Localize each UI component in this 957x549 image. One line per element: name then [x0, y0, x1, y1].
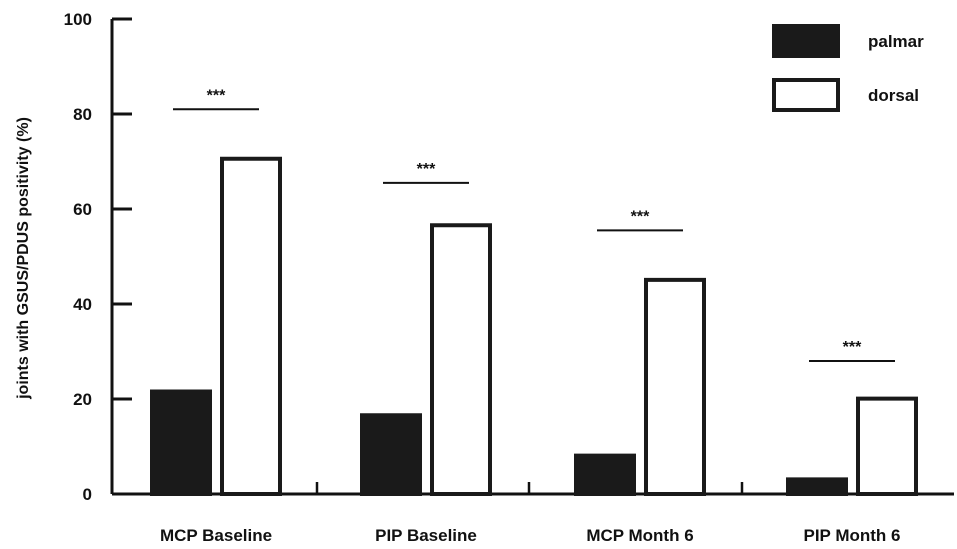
legend-swatch-palmar: [772, 24, 840, 58]
legend-label-dorsal: dorsal: [868, 86, 919, 105]
bar-dorsal-3: [644, 277, 706, 496]
y-axis-label: joints with GSUS/PDUS positivity (%): [15, 117, 32, 400]
significance-label-1: ***: [207, 87, 226, 104]
bar-palmar-3: [574, 453, 636, 496]
significance-markers: *** *** *** ***: [173, 87, 895, 362]
y-tick-label-100: 100: [64, 10, 92, 29]
bar-dorsal-2: [430, 223, 492, 496]
category-label-4: PIP Month 6: [804, 526, 901, 545]
bar-palmar-4: [786, 477, 848, 496]
legend-label-palmar: palmar: [868, 32, 924, 51]
significance-label-4: ***: [843, 339, 862, 356]
category-label-3: MCP Month 6: [586, 526, 693, 545]
y-tick-label-0: 0: [83, 485, 92, 504]
y-tick-label-40: 40: [73, 295, 92, 314]
bar-palmar-1: [150, 389, 212, 496]
bar-palmar-2: [360, 413, 422, 496]
legend: palmar dorsal: [772, 24, 924, 112]
bar-dorsal-4: [856, 396, 918, 496]
category-label-2: PIP Baseline: [375, 526, 477, 545]
y-tick-label-20: 20: [73, 390, 92, 409]
y-tick-label-60: 60: [73, 200, 92, 219]
bar-dorsal-1: [220, 156, 282, 496]
category-label-1: MCP Baseline: [160, 526, 272, 545]
bars: [150, 156, 918, 496]
legend-swatch-dorsal: [772, 78, 840, 112]
significance-label-3: ***: [631, 208, 650, 225]
y-tick-label-80: 80: [73, 105, 92, 124]
significance-label-2: ***: [417, 161, 436, 178]
